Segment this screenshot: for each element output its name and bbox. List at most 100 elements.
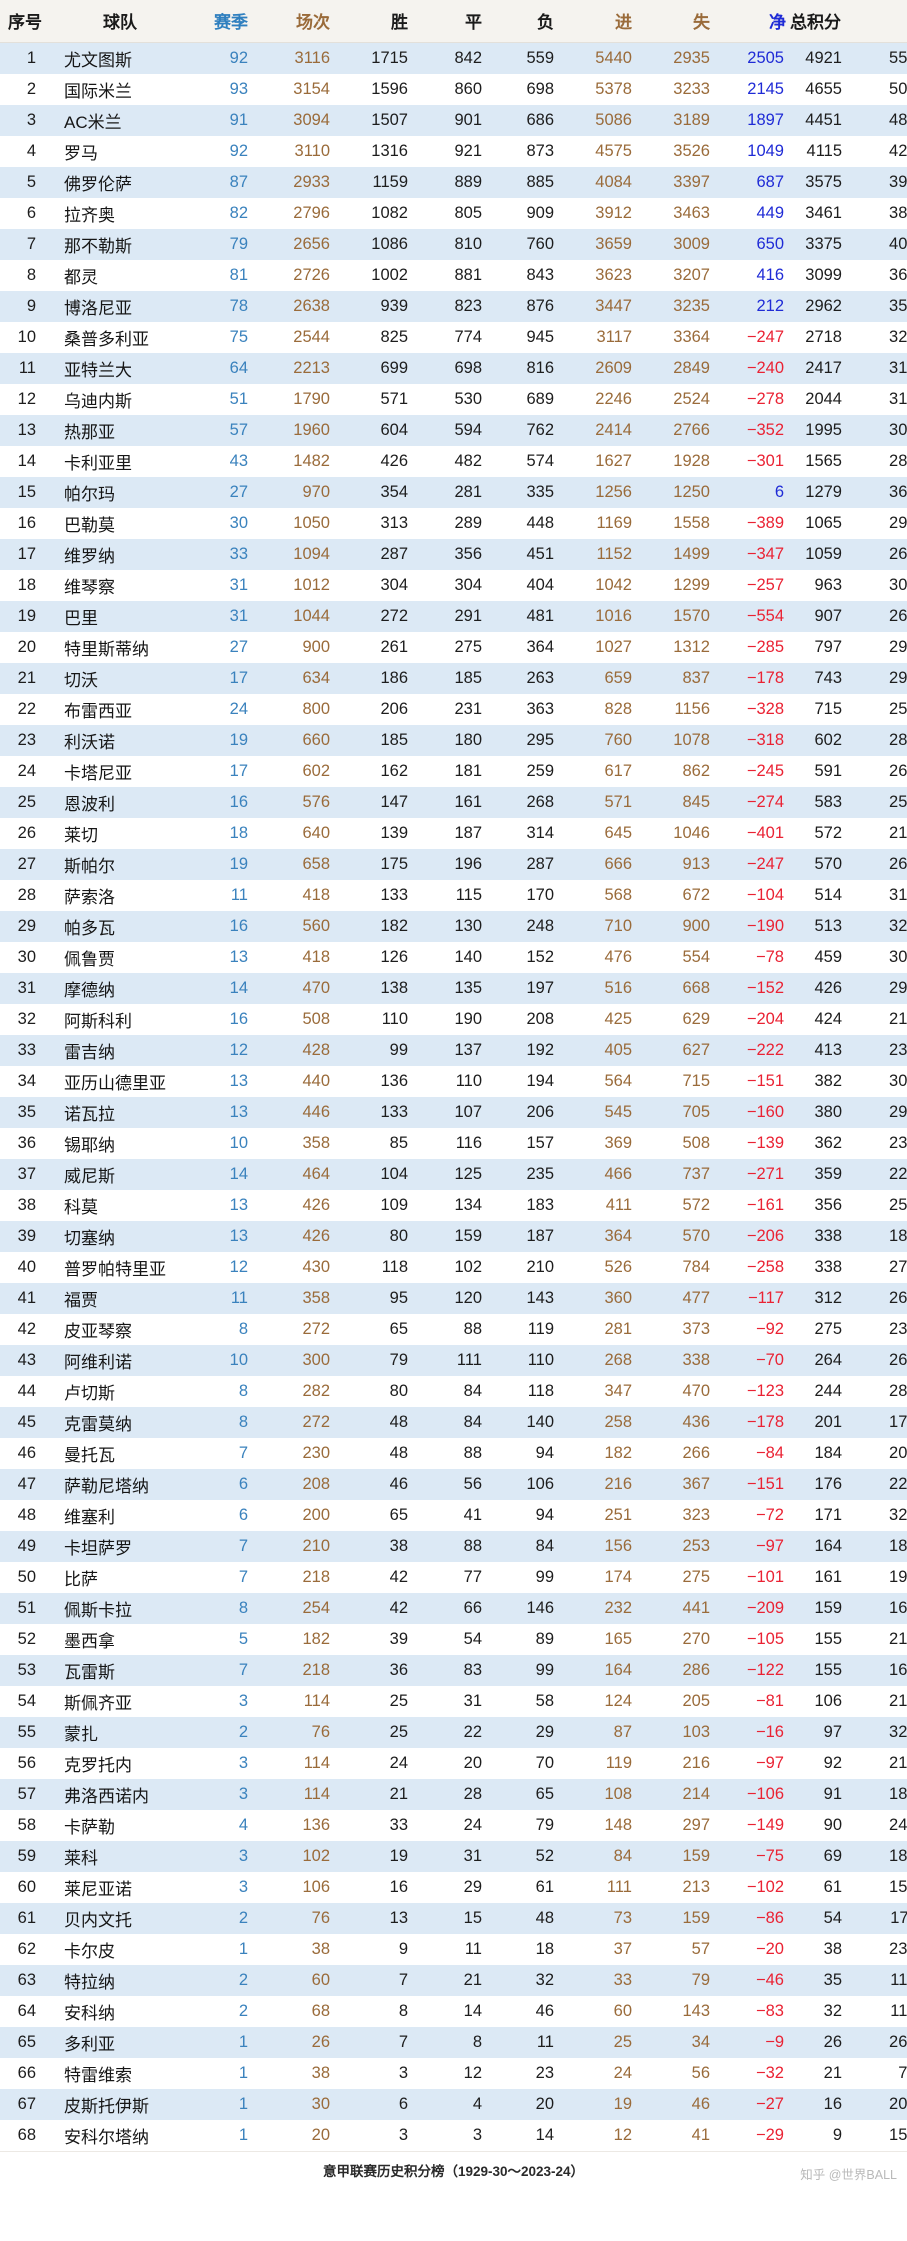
table-row[interactable]: 19 巴里 31 1044 272 291 481 1016 1570 −554 907 26.05% xyxy=(0,600,907,632)
table-row[interactable]: 54 斯佩齐亚 3 114 25 31 58 124 205 −81 106 21.93% xyxy=(0,1685,907,1717)
table-row[interactable]: 38 科莫 13 426 109 134 183 411 572 −161 356 25.59% xyxy=(0,1189,907,1221)
table-row[interactable]: 64 安科纳 2 68 8 14 46 60 143 −83 32 11.76% xyxy=(0,1995,907,2027)
column-header-win-rate[interactable]: 胜率 xyxy=(864,0,907,43)
table-row[interactable]: 18 维琴察 31 1012 304 304 404 1042 1299 −257 963 30.04… xyxy=(0,569,907,601)
table-row[interactable]: 6 拉齐奥 82 2796 1082 805 909 3912 3463 449 3461 38.70… xyxy=(0,197,907,229)
cell-goals-against: 2935 xyxy=(673,48,710,67)
cell-draw: 88 xyxy=(463,1319,482,1338)
table-row[interactable]: 26 莱切 18 640 139 187 314 645 1046 −401 572 21.72% xyxy=(0,817,907,849)
table-row[interactable]: 25 恩波利 16 576 147 161 268 571 845 −274 583 25.52% xyxy=(0,786,907,818)
table-row[interactable]: 65 多利亚 1 26 7 8 11 25 34 −9 26 26.92% xyxy=(0,2026,907,2058)
table-row[interactable]: 36 锡耶纳 10 358 85 116 157 369 508 −139 362 23.74% xyxy=(0,1127,907,1159)
table-row[interactable]: 33 雷吉纳 12 428 99 137 192 405 627 −222 413 23.13% xyxy=(0,1034,907,1066)
table-row[interactable]: 27 斯帕尔 19 658 175 196 287 666 913 −247 570 26.60% xyxy=(0,848,907,880)
cell-goals-against: 373 xyxy=(682,1319,710,1338)
cell-win-rate: 29.00% xyxy=(889,637,907,656)
column-header-team[interactable]: 球队 xyxy=(50,0,190,43)
table-row[interactable]: 31 摩德纳 14 470 138 135 197 516 668 −152 426 29.36% xyxy=(0,972,907,1004)
table-row[interactable]: 35 诺瓦拉 13 446 133 107 206 545 705 −160 380 29.82% xyxy=(0,1096,907,1128)
table-row[interactable]: 67 皮斯托伊斯 1 30 6 4 20 19 46 −27 16 20.00% xyxy=(0,2088,907,2120)
table-row[interactable]: 55 蒙扎 2 76 25 22 29 87 103 −16 97 32.89% xyxy=(0,1716,907,1748)
table-row[interactable]: 17 维罗纳 33 1094 287 356 451 1152 1499 −347 1059 26.2… xyxy=(0,538,907,570)
table-row[interactable]: 39 切塞纳 13 426 80 159 187 364 570 −206 338 18.78% xyxy=(0,1220,907,1252)
table-row[interactable]: 52 墨西拿 5 182 39 54 89 165 270 −105 155 21.43% xyxy=(0,1623,907,1655)
column-header-loss[interactable]: 负 xyxy=(492,0,564,43)
table-row[interactable]: 3 AC米兰 91 3094 1507 901 686 5086 3189 1897 4451 48.… xyxy=(0,104,907,136)
table-row[interactable]: 45 克雷莫纳 8 272 48 84 140 258 436 −178 201 17.65% xyxy=(0,1406,907,1438)
cell-played: 38 xyxy=(311,2063,330,2082)
table-row[interactable]: 41 福贾 11 358 95 120 143 360 477 −117 312 26.54% xyxy=(0,1282,907,1314)
cell-team: 利沃诺 xyxy=(64,732,115,752)
table-row[interactable]: 53 瓦雷斯 7 218 36 83 99 164 286 −122 155 16.51% xyxy=(0,1654,907,1686)
cell-total-points: 275 xyxy=(814,1319,842,1338)
table-row[interactable]: 29 帕多瓦 16 560 182 130 248 710 900 −190 513 32.50% xyxy=(0,910,907,942)
table-row[interactable]: 42 皮亚琴察 8 272 65 88 119 281 373 −92 275 23.90% xyxy=(0,1313,907,1345)
cell-season: 31 xyxy=(229,606,248,625)
column-header-rank[interactable]: 序号 xyxy=(0,0,50,43)
table-row[interactable]: 16 巴勒莫 30 1050 313 289 448 1169 1558 −389 1065 29.8… xyxy=(0,507,907,539)
table-row[interactable]: 5 佛罗伦萨 87 2933 1159 889 885 4084 3397 687 3575 39.5… xyxy=(0,166,907,198)
column-header-season[interactable]: 赛季 xyxy=(190,0,258,43)
column-header-win[interactable]: 胜 xyxy=(340,0,418,43)
table-row[interactable]: 22 布雷西亚 24 800 206 231 363 828 1156 −328 715 25.75% xyxy=(0,693,907,725)
table-row[interactable]: 30 佩鲁贾 13 418 126 140 152 476 554 −78 459 30.14% xyxy=(0,941,907,973)
table-row[interactable]: 23 利沃诺 19 660 185 180 295 760 1078 −318 602 28.03% xyxy=(0,724,907,756)
table-row[interactable]: 34 亚历山德里亚 13 440 136 110 194 564 715 −151 382 30.91… xyxy=(0,1065,907,1097)
table-row[interactable]: 48 维塞利 6 200 65 41 94 251 323 −72 171 32.50% xyxy=(0,1499,907,1531)
table-row[interactable]: 58 卡萨勒 4 136 33 24 79 148 297 −149 90 24.26% xyxy=(0,1809,907,1841)
table-row[interactable]: 66 特雷维索 1 38 3 12 23 24 56 −32 21 7.89% xyxy=(0,2057,907,2089)
table-row[interactable]: 9 博洛尼亚 78 2638 939 823 876 3447 3235 212 2962 35.60… xyxy=(0,290,907,322)
cell-win: 186 xyxy=(380,668,408,687)
cell-season: 8 xyxy=(238,1598,248,1617)
table-row[interactable]: 20 特里斯蒂纳 27 900 261 275 364 1027 1312 −285 797 29.0… xyxy=(0,631,907,663)
table-row[interactable]: 62 卡尔皮 1 38 9 11 18 37 57 −20 38 23.68% xyxy=(0,1933,907,1965)
table-row[interactable]: 68 安科尔塔纳 1 20 3 3 14 12 41 −29 9 15.00% xyxy=(0,2119,907,2151)
cell-draw: 289 xyxy=(454,513,482,532)
table-row[interactable]: 8 都灵 81 2726 1002 881 843 3623 3207 416 3099 36.76% xyxy=(0,259,907,291)
cell-loss: 559 xyxy=(526,48,554,67)
table-row[interactable]: 47 萨勒尼塔纳 6 208 46 56 106 216 367 −151 176 22.12% xyxy=(0,1468,907,1500)
table-row[interactable]: 15 帕尔玛 27 970 354 281 335 1256 1250 6 1279 36.49% xyxy=(0,476,907,508)
column-header-goals-for[interactable]: 进 xyxy=(564,0,642,43)
table-row[interactable]: 57 弗洛西诺内 3 114 21 28 65 108 214 −106 91 18.42% xyxy=(0,1778,907,1810)
table-row[interactable]: 24 卡塔尼亚 17 602 162 181 259 617 862 −245 591 26.91% xyxy=(0,755,907,787)
table-row[interactable]: 1 尤文图斯 92 3116 1715 842 559 5440 2935 2505 4921 55.… xyxy=(0,42,907,74)
table-row[interactable]: 50 比萨 7 218 42 77 99 174 275 −101 161 19.27% xyxy=(0,1561,907,1593)
table-row[interactable]: 28 萨索洛 11 418 133 115 170 568 672 −104 514 31.82% xyxy=(0,879,907,911)
table-row[interactable]: 14 卡利亚里 43 1482 426 482 574 1627 1928 −301 1565 28.… xyxy=(0,445,907,477)
cell-rank: 27 xyxy=(17,854,36,873)
cell-total-points: 244 xyxy=(814,1381,842,1400)
column-header-played[interactable]: 场次 xyxy=(258,0,340,43)
cell-draw: 12 xyxy=(463,2063,482,2082)
cell-goals-for: 564 xyxy=(604,1071,632,1090)
table-row[interactable]: 7 那不勒斯 79 2656 1086 810 760 3659 3009 650 3375 40.8… xyxy=(0,228,907,260)
column-header-goals-against[interactable]: 失 xyxy=(642,0,720,43)
table-row[interactable]: 60 莱尼亚诺 3 106 16 29 61 111 213 −102 61 15.09% xyxy=(0,1871,907,1903)
table-row[interactable]: 63 特拉纳 2 60 7 21 32 33 79 −46 35 11.67% xyxy=(0,1964,907,1996)
table-row[interactable]: 51 佩斯卡拉 8 254 42 66 146 232 441 −209 159 16.54% xyxy=(0,1592,907,1624)
table-row[interactable]: 10 桑普多利亚 75 2544 825 774 945 3117 3364 −247 2718 32… xyxy=(0,321,907,353)
table-row[interactable]: 43 阿维利诺 10 300 79 111 110 268 338 −70 264 26.33% xyxy=(0,1344,907,1376)
table-row[interactable]: 44 卢切斯 8 282 80 84 118 347 470 −123 244 28.37% xyxy=(0,1375,907,1407)
column-header-draw[interactable]: 平 xyxy=(418,0,492,43)
table-row[interactable]: 46 曼托瓦 7 230 48 88 94 182 266 −84 184 20.87% xyxy=(0,1437,907,1469)
column-header-goal-diff[interactable]: 净 xyxy=(720,0,790,43)
cell-draw: 31 xyxy=(463,1691,482,1710)
cell-total-points: 26 xyxy=(823,2032,842,2051)
table-row[interactable]: 13 热那亚 57 1960 604 594 762 2414 2766 −352 1995 30.8… xyxy=(0,414,907,446)
table-row[interactable]: 37 威尼斯 14 464 104 125 235 466 737 −271 359 22.41% xyxy=(0,1158,907,1190)
table-row[interactable]: 49 卡坦萨罗 7 210 38 88 84 156 253 −97 164 18.10% xyxy=(0,1530,907,1562)
cell-draw: 8 xyxy=(472,2032,482,2051)
table-row[interactable]: 61 贝内文托 2 76 13 15 48 73 159 −86 54 17.11% xyxy=(0,1902,907,1934)
table-row[interactable]: 11 亚特兰大 64 2213 699 698 816 2609 2849 −240 2417 31.… xyxy=(0,352,907,384)
table-row[interactable]: 32 阿斯科利 16 508 110 190 208 425 629 −204 424 21.65% xyxy=(0,1003,907,1035)
table-row[interactable]: 12 乌迪内斯 51 1790 571 530 689 2246 2524 −278 2044 31.… xyxy=(0,383,907,415)
table-row[interactable]: 4 罗马 92 3110 1316 921 873 4575 3526 1049 4115 42.32… xyxy=(0,135,907,167)
table-row[interactable]: 21 切沃 17 634 186 185 263 659 837 −178 743 29.34% xyxy=(0,662,907,694)
table-row[interactable]: 59 莱科 3 102 19 31 52 84 159 −75 69 18.63% xyxy=(0,1840,907,1872)
table-row[interactable]: 40 普罗帕特里亚 12 430 118 102 210 526 784 −258 338 27.44… xyxy=(0,1251,907,1283)
cell-total-points: 2044 xyxy=(805,389,842,408)
table-row[interactable]: 2 国际米兰 93 3154 1596 860 698 5378 3233 2145 4655 50.… xyxy=(0,73,907,105)
table-row[interactable]: 56 克罗托内 3 114 24 20 70 119 216 −97 92 21.05% xyxy=(0,1747,907,1779)
column-header-total-points[interactable]: 总积分 xyxy=(790,0,864,43)
